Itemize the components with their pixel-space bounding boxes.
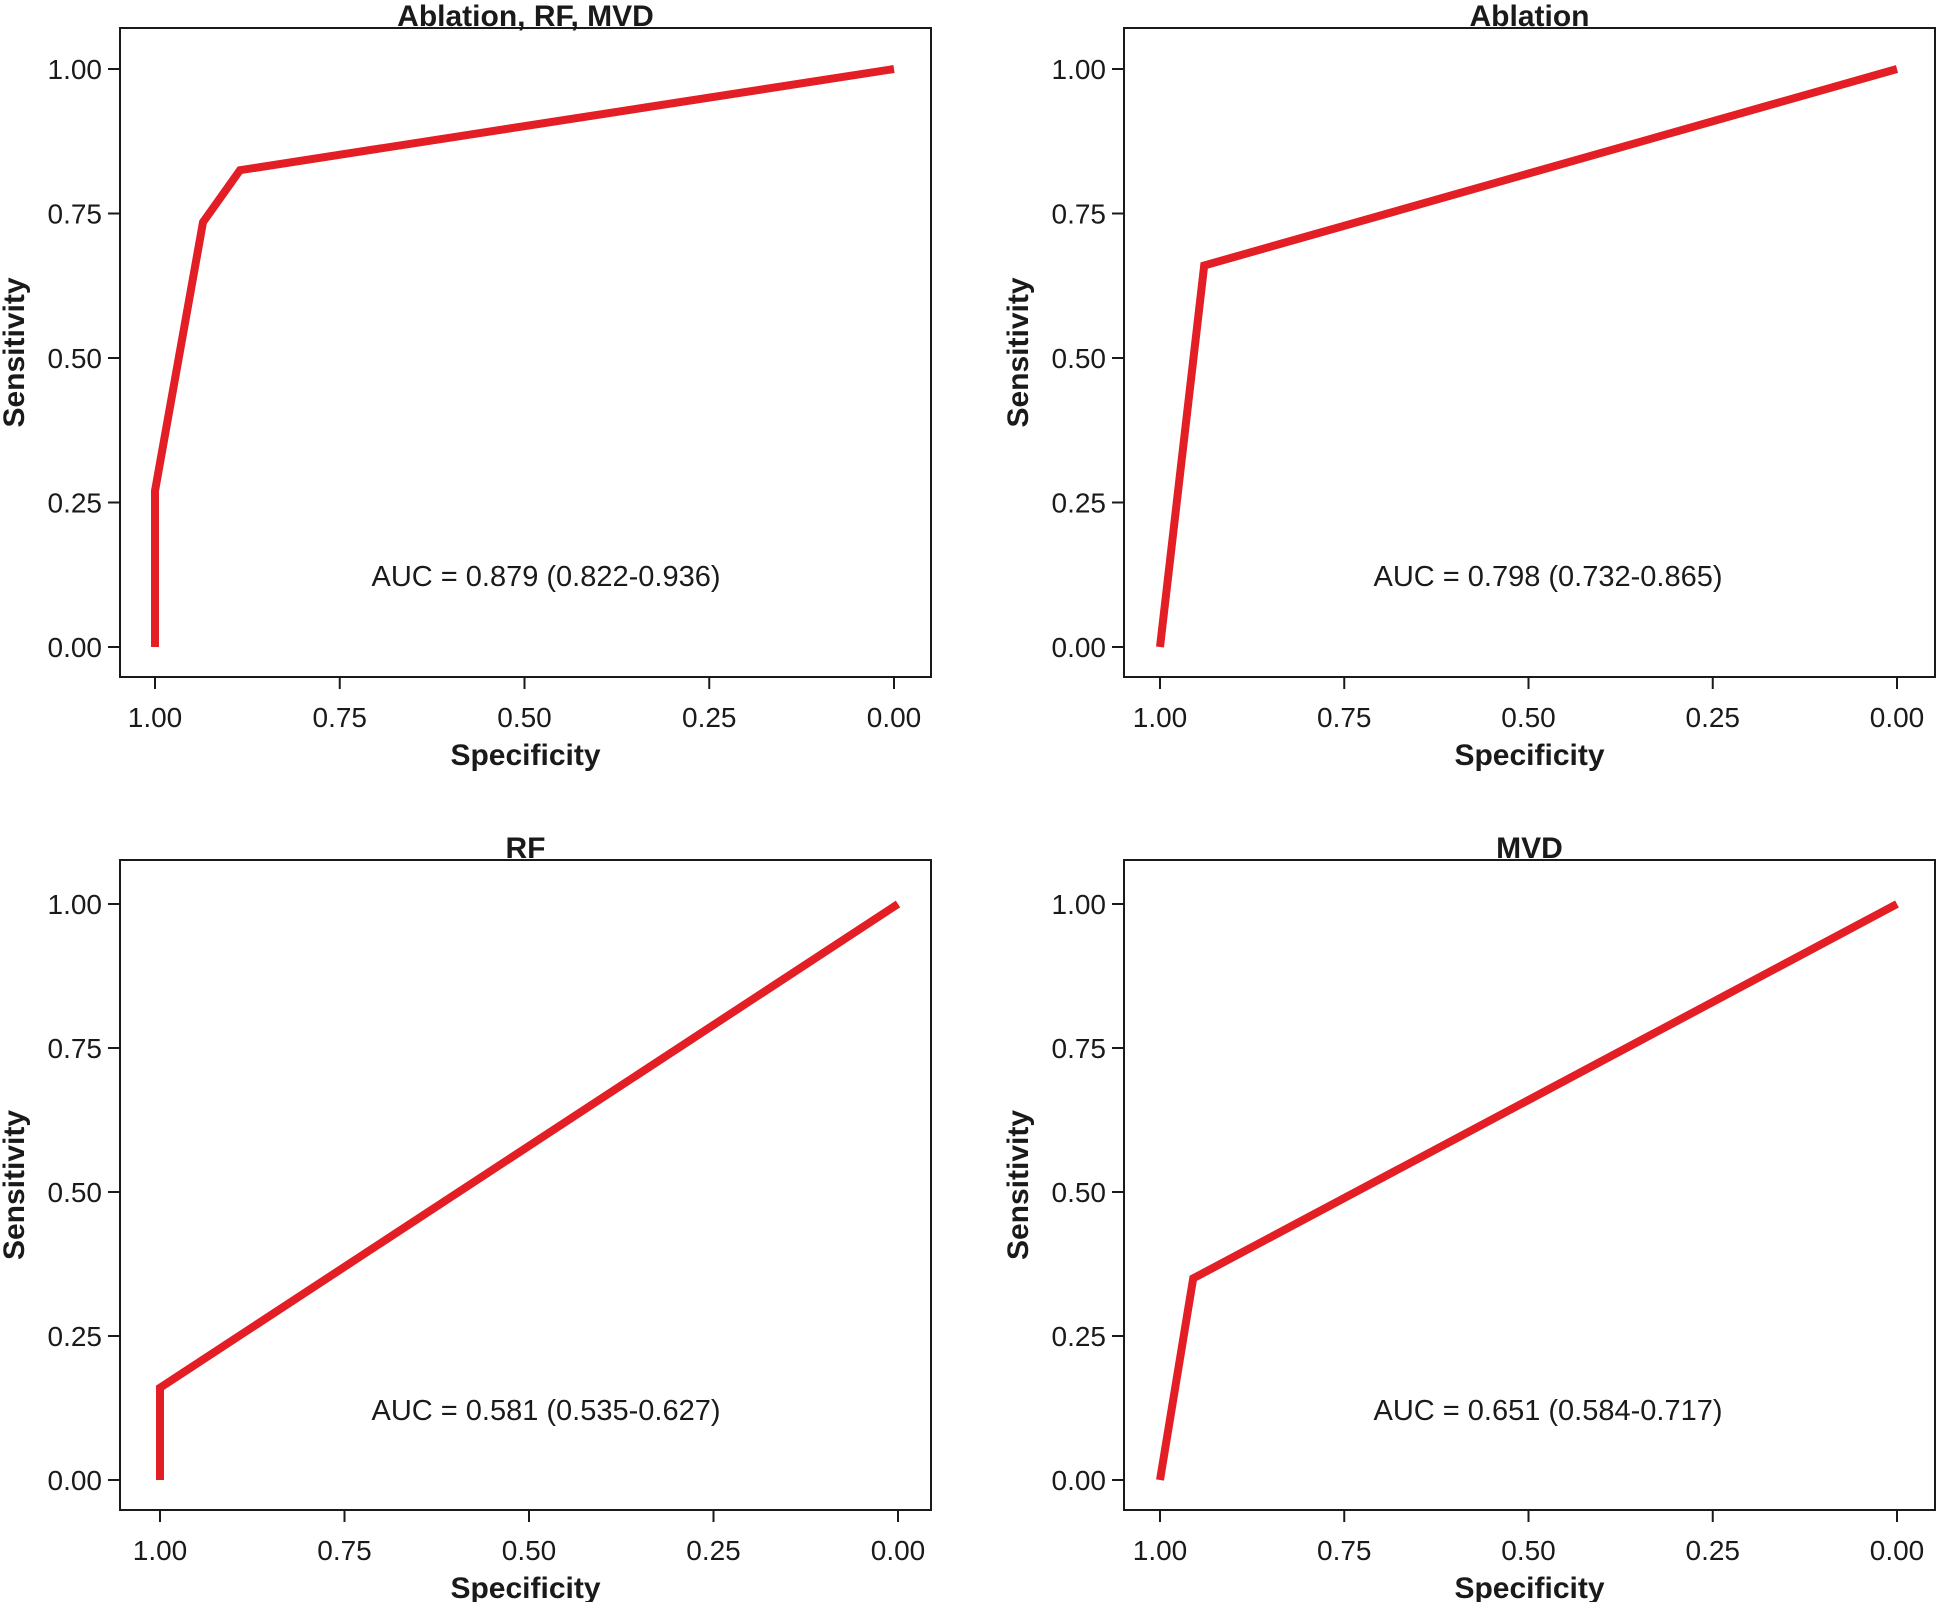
y-axis-label: Sensitivity [1002, 1110, 1035, 1260]
x-axis-label: Specificity [450, 739, 600, 772]
x-tick-label: 1.00 [128, 702, 183, 733]
x-tick-label: 0.50 [1501, 702, 1556, 733]
y-tick-label: 1.00 [1052, 54, 1107, 85]
chart-title: MVD [1496, 832, 1563, 865]
roc-panel: Ablation 0.00 0.25 0.50 0.75 1.00 1.00 0.75 0.50… [1002, 0, 1936, 772]
x-tick-label: 0.75 [317, 1535, 372, 1566]
x-tick-label: 0.75 [1317, 702, 1372, 733]
y-tick-label: 0.75 [48, 199, 103, 230]
y-tick-label: 0.00 [1052, 1465, 1107, 1496]
auc-annotation: AUC = 0.798 (0.732-0.865) [1373, 561, 1722, 593]
chart-title: Ablation [1470, 0, 1590, 33]
x-tick-label: 0.25 [686, 1535, 741, 1566]
x-tick-label: 0.50 [497, 702, 552, 733]
roc-curve [1156, 900, 1899, 1481]
y-tick-label: 0.00 [48, 632, 103, 663]
y-tick-label: 0.25 [48, 488, 103, 519]
x-tick-label: 0.50 [502, 1535, 557, 1566]
x-tick-label: 0.00 [1870, 1535, 1925, 1566]
chart-title: Ablation, RF, MVD [397, 0, 654, 33]
y-tick-label: 1.00 [1052, 889, 1107, 920]
roc-curve [1156, 65, 1899, 648]
x-tick-label: 0.25 [682, 702, 737, 733]
x-tick-label: 0.25 [1686, 702, 1741, 733]
x-axis-label: Specificity [1454, 1572, 1604, 1602]
x-tick-label: 0.00 [867, 702, 922, 733]
x-axis-label: Specificity [450, 1572, 600, 1602]
roc-panel: MVD 0.00 0.25 0.50 0.75 1.00 1.00 0.75 0.50 0.25 0… [1002, 832, 1936, 1602]
y-tick-label: 0.25 [1052, 1321, 1107, 1352]
x-axis-label: Specificity [1454, 739, 1604, 772]
roc-curve [151, 65, 895, 647]
y-axis-label: Sensitivity [1002, 277, 1035, 427]
y-tick-label: 0.50 [48, 1177, 103, 1208]
x-tick-label: 0.25 [1686, 1535, 1741, 1566]
y-tick-label: 0.75 [1052, 1033, 1107, 1064]
y-tick-label: 0.00 [1052, 632, 1107, 663]
x-tick-label: 1.00 [133, 1535, 188, 1566]
x-tick-label: 0.50 [1501, 1535, 1556, 1566]
y-tick-label: 0.50 [1052, 1177, 1107, 1208]
y-tick-label: 0.25 [1052, 488, 1107, 519]
roc-curve [156, 900, 901, 1480]
x-tick-label: 0.00 [1870, 702, 1925, 733]
chart-title: RF [506, 832, 546, 865]
y-tick-label: 0.00 [48, 1465, 103, 1496]
x-tick-label: 0.75 [313, 702, 368, 733]
y-axis-label: Sensitivity [0, 1110, 31, 1260]
auc-annotation: AUC = 0.581 (0.535-0.627) [371, 1395, 720, 1427]
y-tick-label: 1.00 [48, 889, 103, 920]
x-tick-label: 1.00 [1133, 702, 1188, 733]
x-tick-label: 0.75 [1317, 1535, 1372, 1566]
auc-annotation: AUC = 0.651 (0.584-0.717) [1373, 1395, 1722, 1427]
roc-panel: RF 0.00 0.25 0.50 0.75 1.00 1.00 0.75 0.50 0.25 0.… [0, 832, 932, 1602]
y-tick-label: 0.75 [48, 1033, 103, 1064]
y-tick-label: 0.50 [1052, 343, 1107, 374]
y-tick-label: 0.25 [48, 1321, 103, 1352]
auc-annotation: AUC = 0.879 (0.822-0.936) [371, 561, 720, 593]
y-tick-label: 0.50 [48, 343, 103, 374]
x-tick-label: 0.00 [871, 1535, 926, 1566]
y-tick-label: 0.75 [1052, 199, 1107, 230]
roc-panel: Ablation, RF, MVD 0.00 0.25 0.50 0.75 1.00 1.0… [0, 0, 932, 772]
y-tick-label: 1.00 [48, 54, 103, 85]
y-axis-label: Sensitivity [0, 277, 31, 427]
x-tick-label: 1.00 [1133, 1535, 1188, 1566]
plot-frame [119, 859, 932, 1511]
